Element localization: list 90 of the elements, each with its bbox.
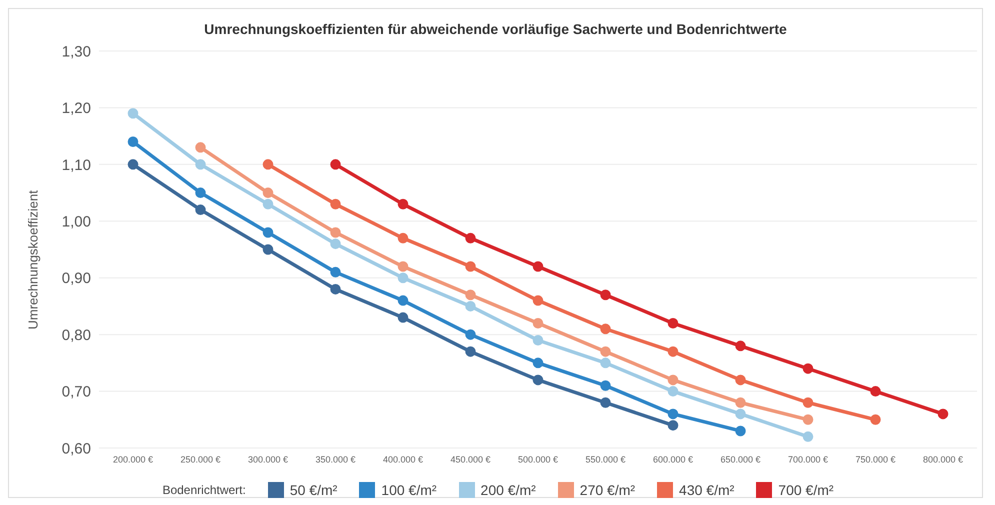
point bbox=[802, 397, 814, 408]
point bbox=[398, 261, 408, 272]
y-tick-label: 1,10 bbox=[62, 156, 91, 174]
point bbox=[330, 227, 341, 238]
point bbox=[128, 136, 138, 147]
point bbox=[398, 198, 408, 210]
point bbox=[870, 386, 881, 397]
chart-title: Umrechnungskoeffizienten für abweichende vorläufige Sachwerte und Bodenrichtwerte bbox=[203, 20, 788, 39]
x-tick-label: 600.000 € bbox=[652, 454, 694, 464]
point bbox=[262, 188, 274, 198]
point bbox=[465, 261, 476, 272]
point bbox=[330, 159, 341, 170]
x-tick-label: 300.000 € bbox=[248, 454, 288, 464]
point bbox=[195, 159, 206, 170]
y-tick-label: 1,00 bbox=[62, 213, 91, 230]
x-tick-label: 800.000 € bbox=[922, 454, 964, 464]
point bbox=[532, 334, 544, 346]
x-tick-label: 200.000 € bbox=[112, 454, 154, 464]
point bbox=[600, 324, 611, 334]
y-tick-label: 1,30 bbox=[62, 43, 91, 60]
point bbox=[600, 358, 611, 368]
point bbox=[735, 397, 746, 408]
y-tick-label: 1,20 bbox=[62, 100, 91, 118]
legend-label: 700 €/m² bbox=[778, 482, 834, 498]
point bbox=[735, 340, 746, 352]
legend-label: 430 €/m² bbox=[679, 482, 734, 498]
point bbox=[465, 329, 476, 340]
point bbox=[668, 346, 678, 357]
x-tick-label: 500.000 € bbox=[518, 454, 558, 464]
point bbox=[802, 414, 814, 425]
x-tick-label: 400.000 € bbox=[382, 454, 424, 464]
point bbox=[532, 358, 544, 368]
point bbox=[128, 108, 138, 119]
point bbox=[668, 374, 678, 386]
point bbox=[802, 431, 814, 442]
point bbox=[330, 238, 341, 250]
x-tick-label: 250.000 € bbox=[180, 454, 221, 464]
point bbox=[532, 374, 544, 386]
point bbox=[262, 244, 274, 255]
point bbox=[195, 204, 206, 216]
point bbox=[802, 363, 814, 374]
y-tick-label: 0,90 bbox=[62, 270, 91, 288]
point bbox=[398, 295, 408, 306]
point bbox=[465, 300, 476, 312]
point bbox=[195, 188, 206, 198]
y-tick-label: 0,80 bbox=[62, 326, 91, 344]
point bbox=[465, 232, 476, 244]
x-tick-label: 450.000 € bbox=[450, 454, 491, 464]
point bbox=[398, 232, 408, 244]
point bbox=[195, 142, 206, 153]
point bbox=[668, 386, 678, 397]
point bbox=[735, 426, 746, 436]
legend-label: 270 €/m² bbox=[580, 482, 636, 498]
legend-title: Bodenrichtwert: bbox=[162, 483, 246, 497]
x-tick-label: 750.000 € bbox=[855, 454, 896, 464]
legend-label: 100 €/m² bbox=[381, 482, 437, 498]
point bbox=[668, 318, 678, 328]
point bbox=[668, 408, 678, 420]
point bbox=[870, 414, 881, 425]
point bbox=[262, 159, 274, 170]
point bbox=[532, 261, 544, 272]
point bbox=[465, 346, 476, 357]
point bbox=[262, 227, 274, 238]
point bbox=[735, 408, 746, 420]
point bbox=[668, 420, 678, 431]
legend-label: 50 €/m² bbox=[290, 482, 338, 498]
point bbox=[600, 380, 611, 391]
point bbox=[330, 266, 341, 278]
point bbox=[600, 346, 611, 357]
point bbox=[735, 374, 746, 386]
x-tick-label: 350.000 € bbox=[315, 454, 356, 464]
point bbox=[330, 198, 341, 210]
y-tick-label: 0,60 bbox=[62, 440, 91, 458]
point bbox=[938, 408, 948, 420]
x-tick-label: 550.000 € bbox=[585, 454, 626, 464]
point bbox=[600, 397, 611, 408]
point bbox=[532, 295, 544, 306]
point bbox=[262, 198, 274, 210]
point bbox=[532, 318, 544, 328]
point bbox=[398, 272, 408, 284]
x-tick-label: 700.000 € bbox=[788, 454, 828, 464]
y-axis-title: Umrechnungskoeffizient bbox=[26, 190, 41, 330]
y-tick-label: 0,70 bbox=[62, 384, 91, 401]
x-tick-label: 650.000 € bbox=[720, 454, 761, 464]
point bbox=[398, 312, 408, 323]
point bbox=[465, 290, 476, 300]
legend-label: 200 €/m² bbox=[480, 482, 536, 498]
point bbox=[330, 284, 341, 294]
point bbox=[600, 290, 611, 300]
point bbox=[128, 159, 138, 170]
